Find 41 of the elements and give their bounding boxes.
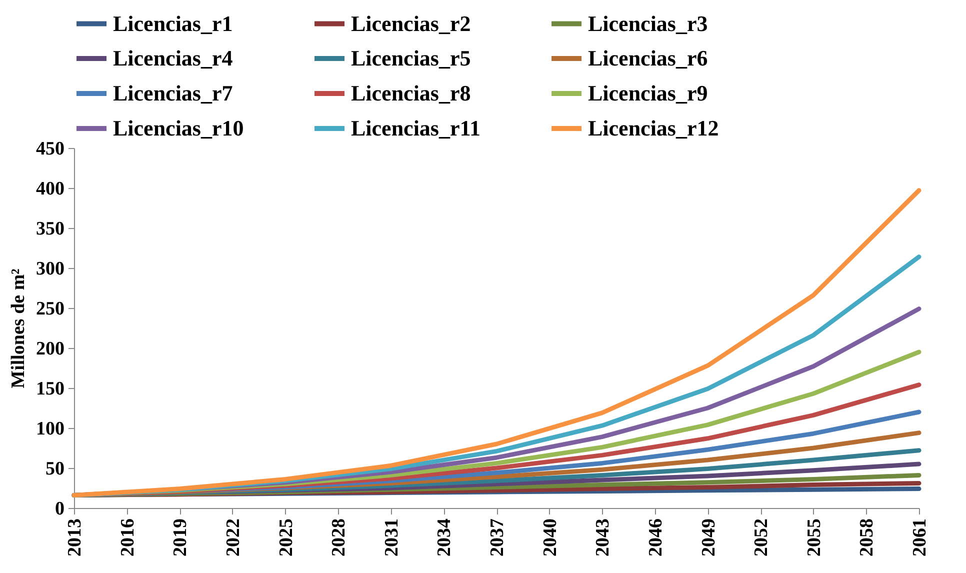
x-tick-label: 2043 bbox=[592, 518, 614, 556]
legend-label: Licencias_r5 bbox=[351, 46, 471, 70]
legend-label: Licencias_r11 bbox=[351, 116, 481, 140]
y-tick-label: 350 bbox=[36, 218, 64, 240]
legend-label: Licencias_r3 bbox=[588, 10, 708, 36]
x-tick-label: 2019 bbox=[170, 518, 192, 556]
y-tick-label: 200 bbox=[36, 338, 64, 360]
legend-label: Licencias_r9 bbox=[588, 80, 708, 106]
y-axis-title: Millones de m² bbox=[8, 268, 29, 388]
legend-label: Licencias_r10 bbox=[113, 116, 244, 140]
x-tick-label: 2052 bbox=[751, 518, 772, 556]
y-tick-label: 450 bbox=[36, 138, 64, 160]
x-tick-label: 2031 bbox=[381, 518, 402, 556]
x-tick-label: 2034 bbox=[434, 518, 456, 556]
x-tick-label: 2046 bbox=[645, 518, 666, 556]
legend-label: Licencias_r12 bbox=[588, 116, 719, 140]
legend-label: Licencias_r8 bbox=[351, 80, 471, 106]
y-tick-label: 50 bbox=[46, 458, 64, 480]
legend-label: Licencias_r2 bbox=[351, 10, 471, 36]
legend-label: Licencias_r6 bbox=[588, 46, 708, 70]
legend-label: Licencias_r4 bbox=[113, 46, 233, 70]
y-tick-label: 100 bbox=[36, 418, 64, 440]
line-series bbox=[72, 188, 922, 498]
x-tick-label: 2025 bbox=[276, 518, 297, 556]
y-tick-label: 400 bbox=[36, 178, 64, 200]
x-tick-label: 2049 bbox=[698, 518, 720, 556]
x-tick-label: 2058 bbox=[856, 518, 878, 556]
x-tick-label: 2013 bbox=[64, 518, 86, 556]
legend-label: Licencias_r7 bbox=[113, 80, 233, 106]
x-tick-label: 2037 bbox=[487, 518, 508, 556]
y-tick-label: 300 bbox=[36, 258, 64, 280]
x-tick-label: 2055 bbox=[804, 518, 825, 556]
y-tick-label: 250 bbox=[36, 298, 64, 320]
x-tick-label: 2016 bbox=[117, 518, 138, 556]
legend-label: Licencias_r1 bbox=[113, 10, 233, 36]
x-tick-label: 2040 bbox=[540, 518, 561, 556]
y-tick-label: 0 bbox=[55, 498, 64, 520]
x-tick-label: 2022 bbox=[222, 518, 244, 556]
x-tick-label: 2028 bbox=[328, 518, 350, 556]
x-tick-label: 2061 bbox=[910, 518, 930, 556]
y-tick-label: 150 bbox=[36, 378, 64, 400]
